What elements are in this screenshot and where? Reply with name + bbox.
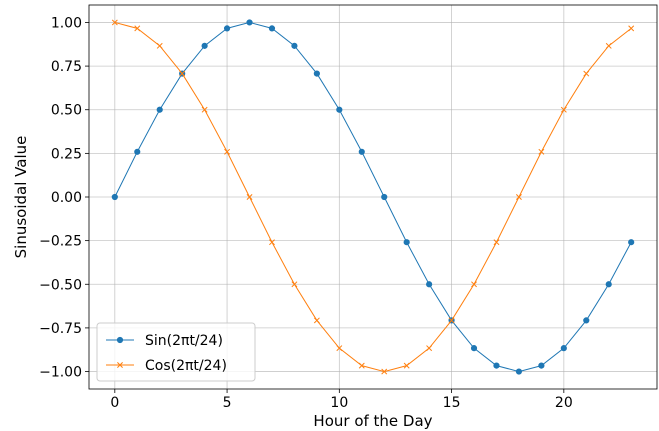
data-point [426,345,433,352]
data-point [358,362,365,369]
y-tick-label: −0.50 [39,277,82,293]
data-point [403,239,410,246]
y-tick-label: 0.25 [51,146,82,162]
data-point [111,19,118,26]
data-point [381,193,388,201]
data-point [605,42,612,49]
y-tick-label: −1.00 [39,365,82,381]
x-tick-label: 5 [223,395,232,411]
legend-marker [116,336,124,344]
legend: Sin(2πt/24) Cos(2πt/24) [96,322,256,382]
data-point [179,70,186,77]
series-sin [111,19,635,375]
data-point [156,106,163,113]
data-point [493,239,500,246]
grid [89,5,657,389]
y-tick-label: 1.00 [51,15,82,31]
x-tick-label: 15 [443,395,461,411]
legend-entry: Cos(2πt/24) [106,358,227,374]
data-point [268,25,276,32]
data-point [426,281,433,288]
data-point [515,368,523,375]
data-point [403,362,410,369]
data-point [560,106,567,113]
x-axis-label: Hour of the Day [313,412,432,430]
data-point [223,25,231,32]
legend-box [96,322,256,382]
series-line [114,21,632,373]
data-point [336,106,343,113]
y-tick-label: −0.75 [39,321,82,337]
y-tick-label: 0.75 [51,59,82,75]
data-point [493,362,500,369]
data-point [246,19,253,26]
data-point [471,281,477,288]
legend-marker [117,362,123,368]
data-point [628,25,635,32]
series-cos [111,19,635,375]
data-point [246,194,253,200]
ticks: 0 5 10 15 20 1.00 0.75 0.50 0.25 0.00 −0.25 −0.50 −0… [39,15,573,411]
y-tick-label: 0.50 [51,103,82,119]
legend-entry: Sin(2πt/24) [106,333,223,349]
data-point [583,317,590,324]
data-point [605,281,612,288]
data-point [269,239,275,246]
data-point [560,345,567,352]
series-layer [111,19,635,375]
data-point [448,317,455,324]
data-point [515,194,522,200]
data-point [134,25,141,32]
data-point [201,106,208,113]
data-point [538,362,545,369]
x-tick-label: 10 [330,395,348,411]
data-point [538,148,545,155]
legend-label: Cos(2πt/24) [145,358,227,374]
series-line [114,21,632,373]
x-tick-label: 20 [555,395,573,411]
data-point [313,70,320,77]
legend-entries: Sin(2πt/24) Cos(2πt/24) [106,333,227,374]
data-point [134,148,141,155]
data-point [628,239,635,246]
y-tick-label: −0.25 [39,234,82,250]
data-point [156,42,163,49]
x-tick-label: 0 [110,395,119,411]
data-point [224,148,231,155]
data-point [381,368,388,375]
data-point [201,42,208,49]
data-point [111,193,118,201]
y-tick-label: 0.00 [51,190,82,206]
legend-label: Sin(2πt/24) [145,333,223,349]
data-point [313,317,320,324]
data-point [336,345,343,352]
data-point [583,70,590,77]
data-point [291,42,298,49]
data-point [358,148,365,155]
data-point [470,345,478,352]
data-point [291,281,298,288]
y-axis-label: Sinusoidal Value [12,136,30,259]
